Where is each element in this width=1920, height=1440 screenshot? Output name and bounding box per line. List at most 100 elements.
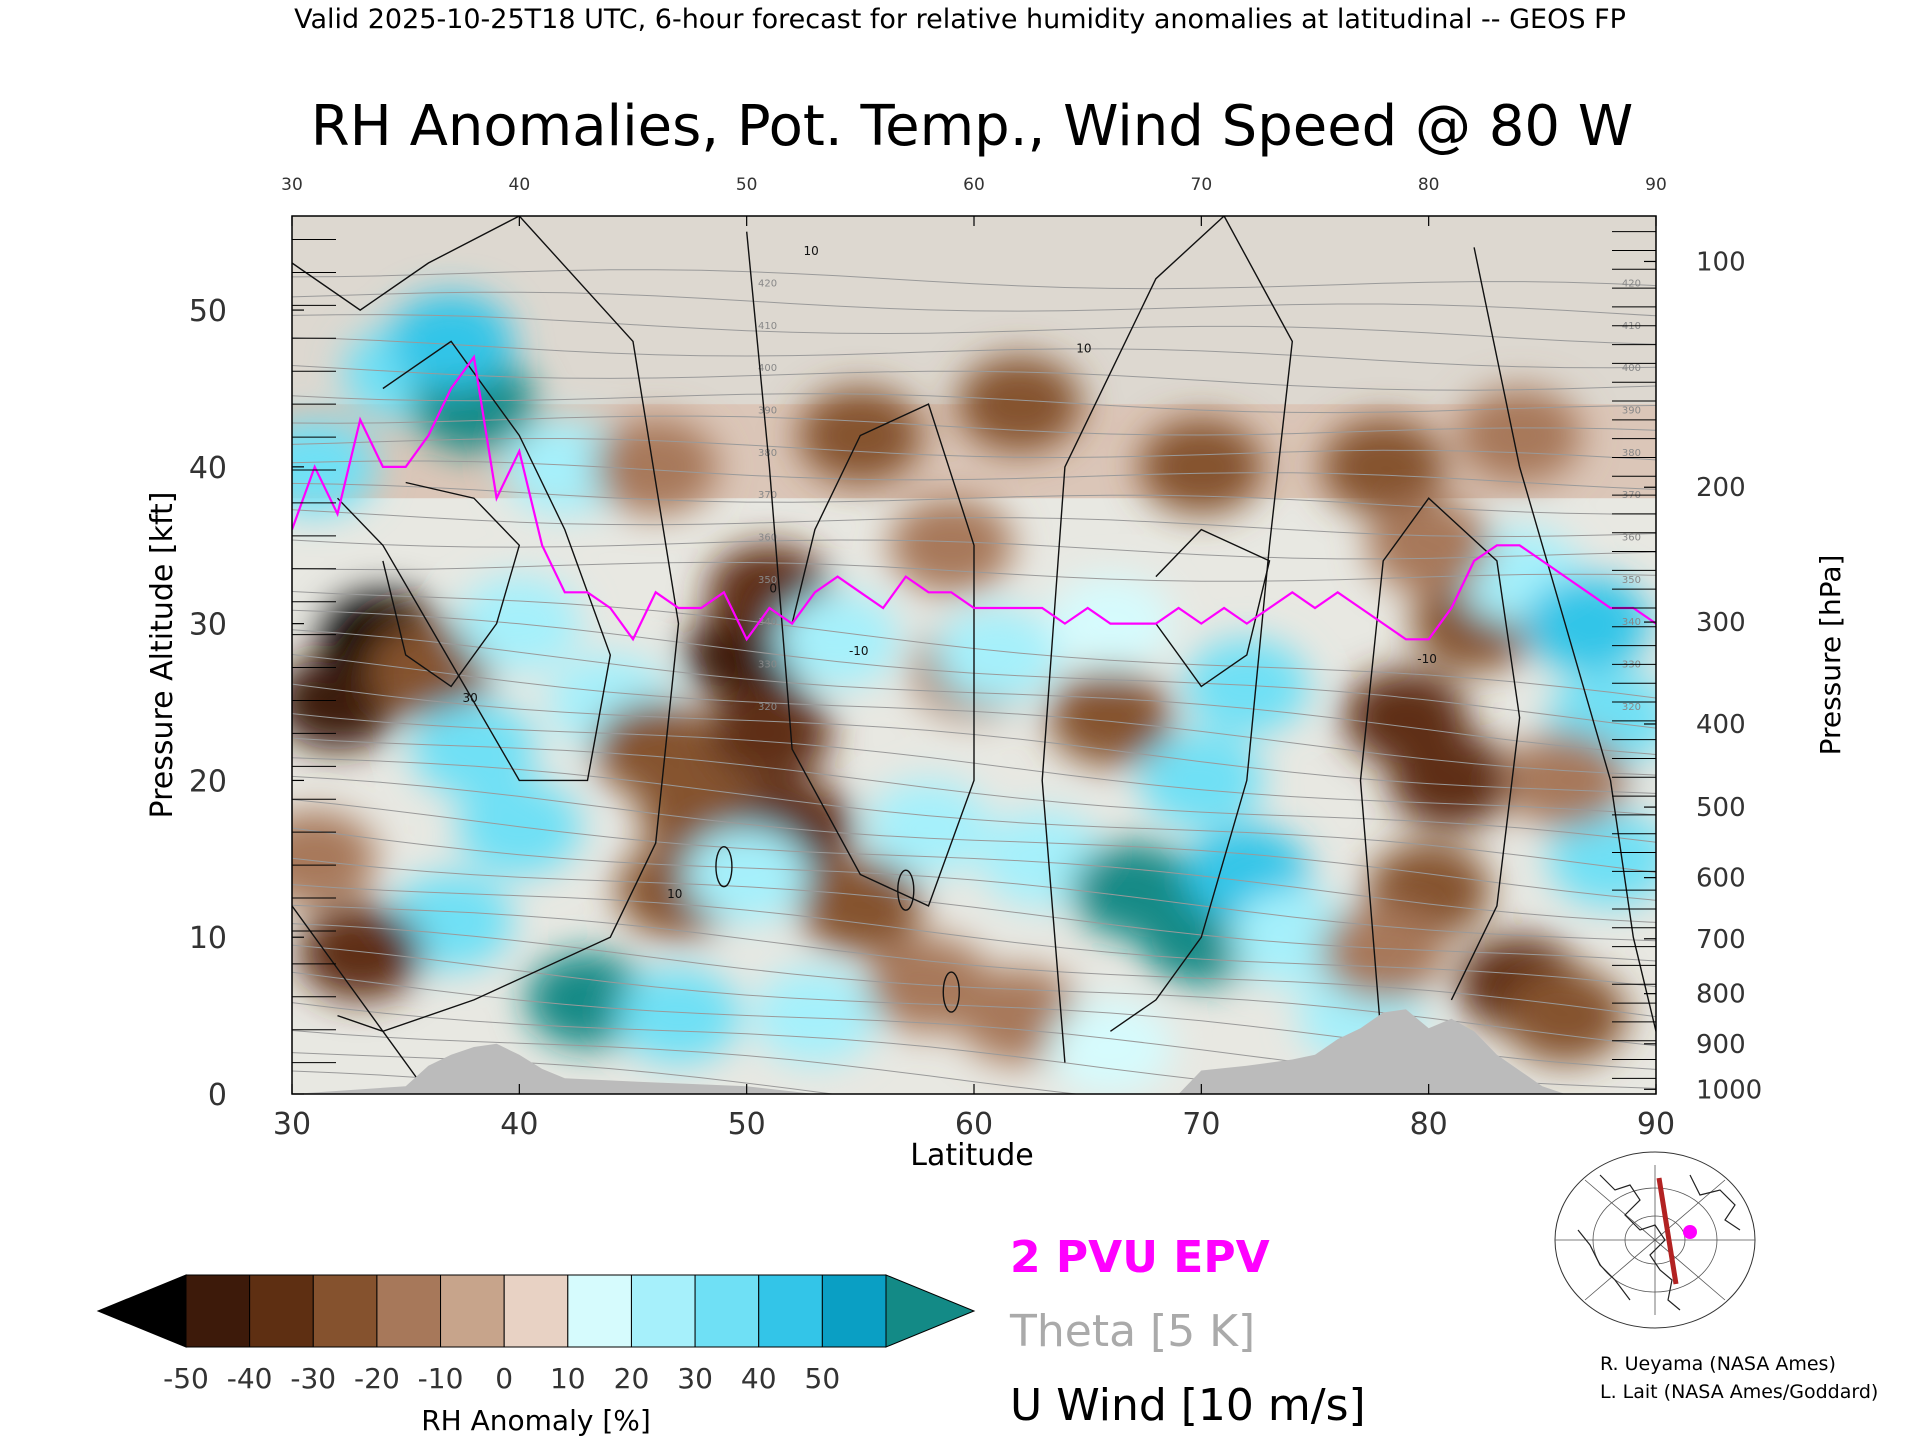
- u-wind-contour: [1359, 497, 1521, 1063]
- x-top-tick-label: 90: [1645, 175, 1667, 195]
- valid-line: Valid 2025-10-25T18 UTC, 6-hour forecast…: [294, 4, 1626, 35]
- theta-contour: [292, 1030, 1081, 1094]
- x-axis-label: Latitude: [910, 1138, 1033, 1173]
- pressure-tick-label: 500: [1696, 793, 1746, 823]
- theta-contour: [292, 884, 1656, 988]
- theta-label: 420: [758, 279, 777, 290]
- x-axis-top: 30 40 50 60 70 80 90: [281, 175, 1667, 226]
- y-tick-label: 50: [189, 294, 227, 329]
- rh-anomaly-region: [1525, 575, 1650, 672]
- colorbar-tick-label: 40: [741, 1362, 777, 1395]
- x-tick-label: 30: [273, 1107, 311, 1142]
- terrain: [292, 1009, 1566, 1094]
- rh-anomaly-region: [1139, 732, 1264, 829]
- colorbar: -50 -40 -30 -20 -10 0 10 20 30 40 50: [96, 1274, 976, 1395]
- theta-label: 320: [758, 702, 777, 713]
- theta-contour: [292, 291, 1656, 317]
- inset-map-graticule: [1584, 1179, 1726, 1301]
- y-tick-label: 30: [189, 608, 227, 643]
- theta-contour: [292, 482, 1656, 515]
- x-tick-label: 90: [1637, 1107, 1675, 1142]
- x-top-tick-label: 60: [963, 175, 985, 195]
- theta-contour: [292, 775, 1656, 901]
- theta-contour: [292, 799, 1656, 923]
- rh-anomaly-region: [616, 967, 741, 1064]
- theta-contour: [292, 269, 1656, 290]
- theta-label: 420: [1622, 279, 1641, 290]
- x-tick-label: 50: [728, 1107, 766, 1142]
- rh-anomaly-region: [593, 418, 718, 515]
- rh-anomaly-region: [292, 810, 377, 907]
- colorbar-tick-label: -30: [290, 1362, 336, 1395]
- theta-label: 370: [1622, 490, 1641, 501]
- pressure-tick-label: 1000: [1696, 1075, 1762, 1105]
- theta-contour: [292, 857, 1656, 962]
- pressure-tick-label: 800: [1696, 980, 1746, 1010]
- theta-contour: [292, 827, 1656, 942]
- theta-label: 330: [758, 660, 777, 671]
- credit-line-2: L. Lait (NASA Ames/Goddard): [1600, 1381, 1878, 1403]
- rh-anomaly-region: [866, 779, 991, 876]
- rh-anomaly-region: [1548, 810, 1656, 907]
- x-top-tick-label: 50: [736, 175, 758, 195]
- rh-anomaly-region: [707, 685, 832, 782]
- u-wind-contour: [897, 869, 915, 911]
- u-wind-label: 10: [667, 887, 682, 901]
- rh-anomaly-region: [1321, 418, 1446, 515]
- colorbar-tick-label: -50: [163, 1362, 209, 1395]
- rh-anomaly-region: [1048, 998, 1173, 1094]
- u-wind-contours: 10 10 30 10 -10 -10 0: [292, 216, 1656, 1094]
- theta-contour: [292, 337, 1656, 369]
- u-wind-label: 30: [463, 691, 478, 705]
- x-top-tick-label: 80: [1418, 175, 1440, 195]
- u-wind-label: 10: [1076, 341, 1091, 355]
- colorbar-tick-label: 0: [495, 1362, 513, 1395]
- theta-contour: [292, 737, 1656, 843]
- u-wind-contour: [382, 481, 521, 688]
- legend-theta: Theta [5 K]: [1009, 1306, 1255, 1357]
- colorbar-segment: [185, 1274, 251, 1348]
- theta-label: 320: [1622, 702, 1641, 713]
- colorbar-tick-label: 10: [550, 1362, 586, 1395]
- inset-map-coastlines: [1577, 1174, 1741, 1311]
- rh-anomaly-region: [684, 826, 809, 923]
- x-tick-label: 80: [1410, 1107, 1448, 1142]
- colorbar-segment: [312, 1274, 378, 1348]
- colorbar-segment: [758, 1274, 823, 1348]
- colorbar-label: RH Anomaly [%]: [421, 1404, 651, 1437]
- colorbar-segment: [376, 1274, 442, 1348]
- inset-map: [1554, 1151, 1756, 1329]
- pressure-tick-label: 400: [1696, 710, 1746, 740]
- y-tick-label: 40: [189, 451, 227, 486]
- theta-contour: [292, 393, 1656, 414]
- u-wind-contour: [746, 231, 975, 907]
- rh-anomaly-region: [1048, 669, 1173, 766]
- theta-contour: [292, 757, 1656, 873]
- colorbar-tick-label: -10: [418, 1362, 464, 1395]
- theta-contour: [292, 438, 1656, 461]
- u-wind-contour: [1473, 247, 1656, 1032]
- pressure-tick-label: 700: [1696, 925, 1746, 955]
- theta-label: 410: [1622, 321, 1641, 332]
- theta-label: 400: [758, 363, 777, 374]
- rh-anomaly-region: [934, 607, 1059, 703]
- theta-label: 350: [758, 575, 777, 586]
- rh-anomaly-region: [1321, 904, 1446, 1001]
- theta-label: 340: [1622, 617, 1641, 628]
- u-wind-contour: [942, 971, 960, 1013]
- theta-label: 410: [758, 321, 777, 332]
- y-tick-label: 10: [189, 921, 227, 956]
- y-axis-right: 100 200 300 400 500 600 700 800 900 1000: [1612, 231, 1762, 1105]
- theta-label: 390: [1622, 406, 1641, 417]
- colorbar-segment: [694, 1274, 760, 1348]
- colorbar-segment: [440, 1274, 505, 1348]
- theta-label: 360: [1622, 533, 1641, 544]
- rh-anomaly-region: [1389, 732, 1514, 829]
- u-wind-label: 10: [804, 244, 819, 258]
- u-wind-contour: [715, 845, 733, 888]
- rh-anomaly-region: [957, 356, 1082, 453]
- theta-label: 380: [1622, 448, 1641, 459]
- theta-label: 400: [1622, 363, 1641, 374]
- chart-title: RH Anomalies, Pot. Temp., Wind Speed @ 8…: [311, 94, 1633, 159]
